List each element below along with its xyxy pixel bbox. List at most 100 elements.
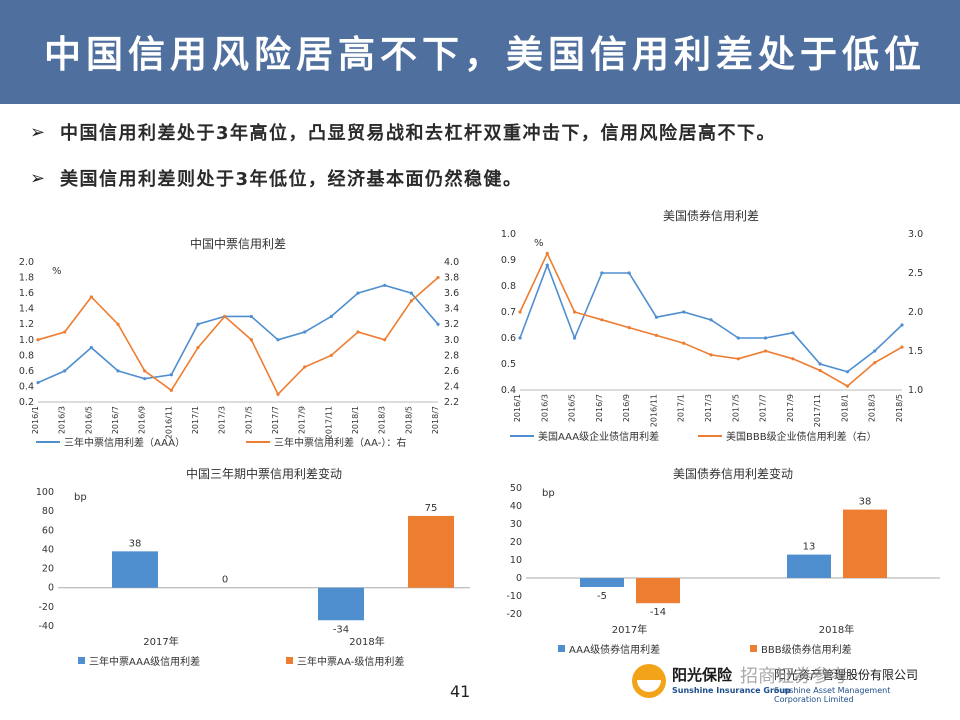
chart-title: 美国债券信用利差变动 [673, 466, 793, 481]
x-tick-label: 2016/9 [138, 406, 147, 434]
data-point [545, 251, 549, 256]
data-point [436, 322, 440, 326]
legend-swatch [286, 657, 293, 664]
data-point [223, 314, 227, 319]
data-point [116, 369, 120, 373]
data-point [329, 353, 333, 357]
y-tick-label: 0.5 [501, 359, 516, 370]
x-tick-label: 2017/9 [298, 406, 307, 434]
y2-tick-label: 3.4 [444, 304, 459, 315]
unit-label: bp [74, 492, 87, 503]
y2-tick-label: 1.0 [908, 385, 923, 396]
x-tick-label: 2016/1 [513, 394, 522, 422]
y2-tick-label: 3.0 [444, 335, 459, 346]
y2-tick-label: 2.4 [444, 381, 459, 392]
data-point [654, 315, 659, 319]
data-point [627, 271, 631, 275]
x-tick-label: 2016/3 [58, 406, 67, 434]
x-tick-label: 2018/7 [431, 406, 440, 434]
x-tick-label: 2018/5 [895, 394, 904, 422]
legend-label: 三年中票信用利差（AAA） [64, 436, 185, 449]
data-point [900, 345, 904, 349]
data-label: -14 [650, 607, 666, 618]
y-tick-label: -20 [506, 609, 522, 620]
legend-label: BBB级债券信用利差 [761, 643, 852, 656]
x-tick-label: 2018/1 [351, 406, 360, 434]
data-point [709, 318, 713, 322]
data-point [709, 353, 713, 357]
chart-title: 中国中票信用利差 [190, 236, 286, 251]
arrow-bullet-icon: ➢ [30, 121, 46, 143]
y-tick-label: 40 [42, 544, 54, 555]
data-point [818, 368, 822, 373]
y-tick-label: 1.0 [19, 335, 34, 346]
y2-tick-label: 2.0 [908, 307, 923, 318]
legend-swatch [78, 657, 85, 664]
slide-title: 中国信用风险居高不下，美国信用利差处于低位 [44, 33, 926, 76]
bar [843, 509, 887, 578]
x-tick-label: 2016/9 [622, 394, 631, 422]
bar [580, 578, 624, 587]
data-label: 0 [222, 575, 228, 586]
y-tick-label: 20 [510, 537, 522, 548]
data-point [89, 295, 93, 299]
y2-tick-label: 2.5 [908, 268, 923, 279]
data-point [63, 330, 67, 334]
arrow-bullet-icon: ➢ [30, 167, 46, 189]
data-point [736, 357, 740, 361]
legend-label: 美国AAA级企业债信用利差 [538, 430, 659, 443]
y-tick-label: 0.6 [19, 366, 34, 377]
y-tick-label: 30 [510, 519, 522, 530]
x-tick-label: 2016/11 [649, 394, 658, 427]
bullet-text: 美国信用利差则处于3年低位，经济基本面仍然稳健。 [60, 169, 523, 190]
legend-label: 美国BBB级企业债信用利差（右） [726, 430, 877, 443]
x-tick-label: 2017/3 [218, 406, 227, 434]
data-point [736, 336, 740, 340]
y2-tick-label: 4.0 [444, 257, 459, 268]
data-point [572, 336, 577, 340]
data-point [845, 384, 850, 388]
y-tick-label: 1.4 [19, 304, 34, 315]
data-point [627, 326, 631, 330]
data-label: -34 [333, 624, 349, 635]
data-point [818, 362, 822, 366]
x-tick-label: 2016/5 [568, 394, 577, 422]
china-mtn-spread-chart: 中国中票信用利差% 0.2 0.4 0.6 0.8 1.0 1.2 1.4 1.6 1.8 2.0 2… [0, 222, 470, 452]
y-tick-label: 40 [510, 501, 522, 512]
data-point [89, 345, 93, 350]
data-point [249, 314, 253, 319]
y2-tick-label: 3.8 [444, 273, 459, 284]
x-tick-label: 2017/9 [786, 394, 795, 422]
y-tick-label: 10 [510, 555, 522, 566]
data-point [169, 388, 173, 392]
y-tick-label: 1.8 [19, 273, 34, 284]
y-tick-label: 20 [42, 564, 54, 575]
data-point [654, 333, 659, 337]
y2-tick-label: 1.5 [908, 346, 923, 357]
y-tick-label: 0.4 [501, 385, 516, 396]
y2-tick-label: 2.6 [444, 366, 459, 377]
data-label: 38 [129, 538, 142, 549]
data-point [169, 373, 173, 377]
data-point [845, 370, 850, 374]
data-point [572, 310, 577, 314]
data-point [682, 310, 686, 314]
legend-swatch [558, 645, 565, 652]
x-tick-label: 2016/3 [540, 394, 549, 422]
china-spread-change-chart: 中国三年期中票信用利差变动 bp -40 -20 0 20 40 60 80 100 2017年 38… [0, 462, 470, 672]
data-point [36, 380, 40, 385]
y2-tick-label: 3.6 [444, 288, 459, 299]
y-tick-label: 0.8 [19, 350, 34, 361]
data-point [409, 291, 413, 295]
data-point [518, 310, 522, 314]
data-point [143, 369, 147, 373]
x-tick-label: 2016/7 [595, 394, 604, 422]
data-point [276, 338, 280, 342]
data-label: 38 [859, 497, 872, 508]
y-tick-label: 60 [42, 525, 54, 536]
data-point [600, 318, 604, 322]
data-point [356, 291, 360, 295]
y-tick-label: 0 [516, 573, 522, 584]
y-tick-label: 2.0 [19, 257, 34, 268]
data-label: 75 [425, 503, 438, 514]
